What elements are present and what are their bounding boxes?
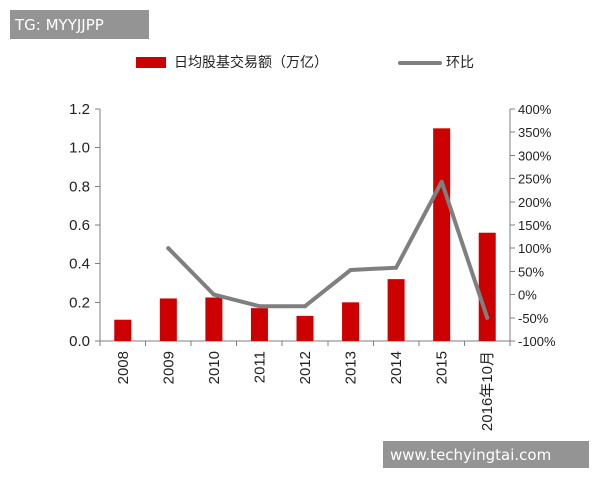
y-left-tick-label: 0.8 bbox=[69, 178, 90, 195]
watermark-bottom-box bbox=[383, 441, 589, 468]
bar-series bbox=[114, 128, 496, 341]
line-point bbox=[211, 292, 216, 297]
y-right-tick-label: 300% bbox=[518, 148, 552, 163]
x-tick-label: 2015 bbox=[434, 351, 451, 384]
y-right-tick-label: 250% bbox=[518, 172, 552, 187]
bar bbox=[205, 297, 223, 341]
x-tick-label: 2009 bbox=[160, 351, 177, 384]
line-point bbox=[348, 268, 353, 273]
x-tick-labels: 2008 2009 2010 2011 2012 2013 2014 2015 2016年10月 bbox=[115, 351, 496, 431]
x-tick-label: 2012 bbox=[297, 351, 314, 384]
y-right-tick-label: 350% bbox=[518, 125, 552, 140]
legend-swatch-bar bbox=[136, 57, 166, 68]
y-right-tick-label: -50% bbox=[518, 311, 549, 326]
x-tick-label: 2011 bbox=[251, 351, 268, 383]
y-right-tick-label: -100% bbox=[518, 334, 556, 349]
bar bbox=[250, 308, 268, 341]
legend-label-line: 环比 bbox=[446, 55, 474, 71]
y-right-tick-label: 200% bbox=[518, 195, 552, 210]
bar bbox=[114, 319, 132, 341]
line-point bbox=[439, 179, 444, 184]
y-right-tick-label: 150% bbox=[518, 218, 552, 233]
x-tick-label: 2014 bbox=[388, 351, 405, 384]
y-left-tick-label: 0.2 bbox=[69, 294, 90, 311]
y-right-tick-label: 50% bbox=[518, 264, 544, 279]
watermark-bottom-text: www.techyingtai.com bbox=[390, 446, 551, 464]
y-left-tick-label: 0.4 bbox=[69, 256, 90, 273]
bar bbox=[296, 315, 314, 341]
line-point bbox=[166, 246, 171, 251]
y-left-tick-label: 0.0 bbox=[69, 333, 90, 350]
line-point bbox=[257, 304, 262, 309]
y-right-ticks: -100% -50% 0% 50% 100% 150% 200% 250% 300% 350% 40… bbox=[510, 102, 556, 349]
legend: 日均股基交易额（万亿） 环比 bbox=[136, 54, 474, 71]
bar bbox=[433, 128, 451, 341]
watermark-top-box bbox=[10, 10, 149, 39]
line-point bbox=[394, 265, 399, 270]
y-right-tick-label: 400% bbox=[518, 102, 552, 117]
y-left-tick-label: 1.2 bbox=[69, 101, 90, 118]
y-left-tick-label: 1.0 bbox=[69, 140, 90, 157]
line-point bbox=[485, 315, 490, 320]
watermark-bottom: www.techyingtai.com bbox=[383, 441, 589, 468]
x-tick-label: 2008 bbox=[115, 351, 132, 384]
bar bbox=[387, 279, 405, 341]
bar bbox=[478, 232, 496, 341]
line-point bbox=[303, 304, 307, 309]
y-left-tick-label: 0.6 bbox=[69, 217, 90, 234]
legend-label-bar: 日均股基交易额（万亿） bbox=[174, 54, 328, 71]
y-left-ticks: 0.0 0.2 0.4 0.6 0.8 1.0 1.2 bbox=[69, 101, 100, 350]
x-tick-label: 2010 bbox=[206, 351, 223, 384]
y-right-tick-label: 100% bbox=[518, 241, 552, 256]
watermark-top: TG: MYYJJPP bbox=[10, 10, 149, 39]
series-line bbox=[166, 179, 490, 320]
x-tick-label: 2013 bbox=[343, 351, 360, 384]
x-tick-label: 2016年10月 bbox=[479, 351, 496, 431]
bar bbox=[159, 298, 177, 341]
watermark-top-text: TG: MYYJJPP bbox=[14, 16, 104, 34]
line-series bbox=[166, 179, 490, 320]
bar bbox=[342, 302, 360, 341]
y-right-tick-label: 0% bbox=[518, 288, 537, 303]
